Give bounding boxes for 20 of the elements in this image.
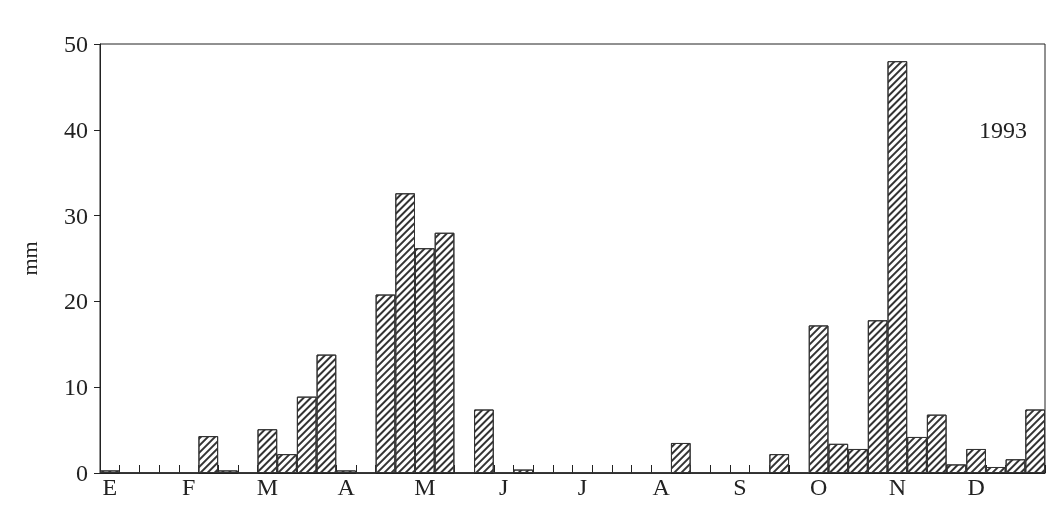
y-tick-label: 0 (76, 460, 88, 486)
x-tick-label: A (652, 474, 671, 500)
y-tick-label: 50 (64, 31, 88, 57)
y-axis-title: mm (16, 241, 42, 276)
y-tick-label: 40 (64, 116, 88, 143)
x-tick-label: F (181, 474, 196, 500)
x-tick-label: E (102, 474, 118, 500)
y-tick-label: 10 (64, 374, 88, 401)
y-tick-label: 30 (64, 202, 88, 229)
x-tick-label: M (256, 474, 279, 500)
x-tick-label: N (888, 474, 907, 500)
y-tick-label: 20 (64, 288, 88, 315)
x-tick-label: S (733, 474, 747, 500)
x-tick-label: M (414, 474, 436, 500)
x-tick-label: A (337, 474, 356, 500)
annotation: 1993 (979, 117, 1027, 143)
x-tick-label: J (577, 474, 588, 500)
x-tick-label: O (809, 474, 828, 500)
x-tick-label: J (498, 474, 509, 500)
x-tick-label: D (967, 474, 985, 500)
